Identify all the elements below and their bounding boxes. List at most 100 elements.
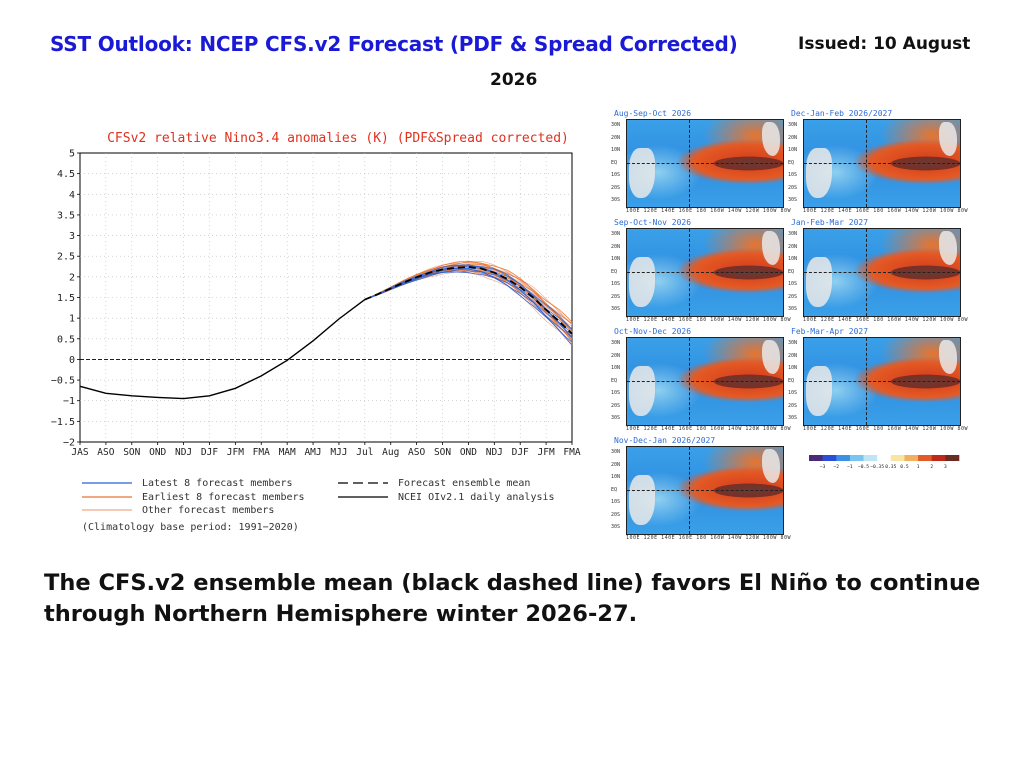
sst-map-panel: Sep-Oct-Nov 2026 30N 20N 10N EQ 10S 20S 30S 100E…: [610, 218, 790, 329]
x-tick-label: AMJ: [304, 447, 321, 458]
equator-line: [627, 381, 783, 382]
equator-line: [804, 272, 960, 273]
lat-label: 20N: [611, 352, 621, 359]
lat-label: 20N: [788, 243, 798, 250]
lat-label: 10N: [788, 365, 798, 371]
y-tick-label: −1.5: [51, 417, 75, 428]
legend-label: Latest 8 forecast members: [142, 478, 293, 489]
equator-line: [627, 490, 783, 491]
analysis-line: [79, 299, 366, 400]
y-tick-label: 4.5: [57, 169, 75, 180]
lon-labels: 100E 120E 140E 160E 180 160W 140W 120W 1…: [626, 208, 791, 214]
y-tick-label: 3.5: [57, 210, 75, 221]
lat-label: 30N: [788, 340, 798, 346]
x-tick-label: NDJ: [175, 447, 192, 458]
colorbar-label: −3: [820, 464, 826, 470]
x-tick-label: Aug: [382, 447, 399, 458]
lat-label: 20N: [611, 461, 621, 468]
lat-label: 30S: [611, 306, 621, 312]
colorbar-label: −0.5: [858, 464, 869, 470]
sst-map-panel: Feb-Mar-Apr 2027 30N 20N 10N EQ 10S 20S 30S 100E…: [787, 327, 967, 438]
land-mass: [629, 366, 655, 416]
lon-labels: 100E 120E 140E 160E 180 160W 140W 120W 1…: [803, 208, 968, 214]
lon-labels: 100E 120E 140E 160E 180 160W 140W 120W 1…: [803, 317, 968, 323]
page-title: SST Outlook: NCEP CFS.v2 Forecast (PDF &…: [50, 32, 738, 56]
issued-year: 2026: [490, 70, 538, 90]
colorbar-label: −2: [833, 464, 839, 470]
lat-label: EQ: [611, 377, 618, 384]
lat-label: 10N: [611, 474, 621, 480]
land-mass: [629, 148, 655, 198]
ensemble-mean-line: [364, 265, 573, 335]
colorbar-swatch: [877, 455, 892, 461]
colorbar-label: 0.5: [900, 464, 909, 470]
lat-label: 30N: [611, 231, 621, 237]
lat-label: 10N: [788, 256, 798, 262]
legend-label: NCEI OIv2.1 daily analysis: [398, 492, 555, 503]
land-mass: [806, 148, 832, 198]
lat-label: 20S: [611, 402, 621, 409]
colorbar-swatch: [931, 455, 946, 461]
lat-label: 20S: [611, 184, 621, 191]
colorbar-swatch: [904, 455, 919, 461]
sst-map-title: Nov-Dec-Jan 2026/2027: [614, 436, 716, 445]
land-mass: [762, 231, 780, 265]
y-tick-label: 1.5: [57, 293, 75, 304]
x-tick-label: OND: [149, 447, 166, 458]
sst-map-image: [626, 446, 784, 535]
x-tick-label: SON: [434, 447, 451, 458]
sst-map-image: [803, 119, 961, 208]
colorbar-swatch: [918, 455, 933, 461]
lat-label: 10S: [611, 390, 621, 396]
y-tick-label: 1: [69, 314, 75, 325]
sst-map-title: Feb-Mar-Apr 2027: [791, 327, 869, 336]
colorbar-swatch: [809, 455, 823, 461]
land-mass: [629, 475, 655, 525]
land-mass: [762, 340, 780, 374]
lon-labels: 100E 120E 140E 160E 180 160W 140W 120W 1…: [626, 426, 791, 432]
x-tick-label: JFM: [538, 447, 555, 458]
sst-map-image: [803, 337, 961, 426]
lat-label: 10S: [611, 499, 621, 505]
y-tick-label: 4: [69, 190, 75, 201]
lat-label: EQ: [611, 486, 618, 493]
colorbar-swatch: [890, 455, 905, 461]
lat-label: 10N: [788, 147, 798, 153]
equator-line: [627, 272, 783, 273]
lat-label: 30S: [611, 524, 621, 530]
sst-map-image: [626, 337, 784, 426]
latest-member-line: [364, 264, 573, 330]
y-tick-label: −2: [63, 438, 75, 449]
x-tick-label: NDJ: [486, 447, 503, 458]
y-tick-label: −1: [63, 396, 75, 407]
colorbar-swatch: [822, 455, 837, 461]
legend-label: Other forecast members: [142, 505, 274, 516]
lat-label: 10S: [788, 281, 798, 287]
land-mass: [939, 231, 957, 265]
lat-label: 20N: [788, 134, 798, 141]
lat-label: 10S: [611, 172, 621, 178]
sst-map-image: [626, 119, 784, 208]
land-mass: [762, 449, 780, 483]
x-tick-label: FMA: [563, 447, 580, 458]
lat-label: 20N: [611, 134, 621, 141]
x-tick-label: Jul: [356, 447, 373, 458]
x-tick-label: JFM: [227, 447, 244, 458]
sst-map-image: [626, 228, 784, 317]
y-tick-label: 2.5: [57, 252, 75, 263]
legend-label: Earliest 8 forecast members: [142, 492, 305, 503]
land-mass: [806, 366, 832, 416]
legend-label: Forecast ensemble mean: [398, 478, 530, 489]
y-tick-label: 0.5: [57, 334, 75, 345]
y-tick-label: −0.5: [51, 376, 75, 387]
land-mass: [629, 257, 655, 307]
plot-frame: [79, 152, 573, 443]
x-tick-label: MJJ: [330, 447, 347, 458]
equator-line: [804, 163, 960, 164]
land-mass: [806, 257, 832, 307]
sst-map-panel: Oct-Nov-Dec 2026 30N 20N 10N EQ 10S 20S 30S 100E…: [610, 327, 790, 438]
lat-label: 20S: [788, 402, 798, 409]
colorbar-label: 3: [944, 464, 947, 470]
lat-label: 30S: [788, 197, 798, 203]
lat-label: 10N: [611, 147, 621, 153]
